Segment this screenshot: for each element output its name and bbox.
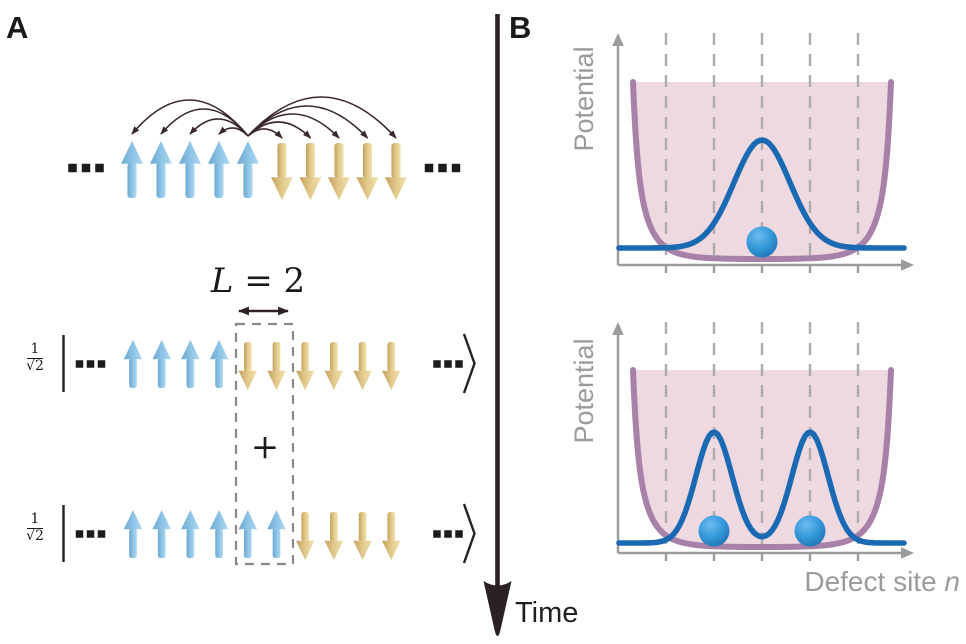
plus-operator: + [250,427,280,467]
defect-site-text: Defect site [804,566,945,597]
y-axis-arrowhead [612,33,624,46]
ellipsis-dot [438,163,447,173]
x-axis-arrowhead [901,259,914,271]
ellipsis-dot [451,163,461,173]
wavefunction-curve [616,137,907,251]
spin-down-arrow [324,342,344,390]
potential-plot [612,322,914,561]
coefficient-one-over-sqrt2: 1 √2 [17,341,53,375]
defect-ball [698,515,730,547]
panel-a-label: A [6,10,29,45]
ellipsis-dot [455,360,463,368]
defect-ball [746,226,778,258]
coupling-arcs [131,96,397,139]
ellipsis-dot [95,163,104,173]
ellipsis-dot [433,360,441,368]
spin-down-arrow [267,342,286,390]
spin-up-arrow [121,141,143,198]
ket-angle-bracket [462,333,476,394]
spin-up-arrow [123,510,143,558]
ket-angle-bracket [462,503,476,564]
spin-up-arrow [150,141,172,198]
potential-axis-label-top: Potential [569,46,599,152]
coupling-arc [218,126,249,137]
spin-down-arrow [353,342,372,390]
spin-up-arrow [237,141,259,198]
spin-down-arrow [295,342,315,390]
spin-up-arrow [208,141,230,198]
spin-up-arrow [152,510,171,558]
ellipsis-dot [86,530,95,538]
spin-up-arrow [209,340,229,388]
ket-state-row [62,503,476,564]
ellipsis-dot [75,360,84,368]
time-arrow-head [483,581,512,636]
coupling-arc [247,96,397,139]
spin-up-arrow [267,510,286,558]
spin-up-arrow [181,340,200,388]
ellipsis-dot [97,360,106,368]
ellipsis-dot [433,530,441,538]
coefficient-denominator: √2 [26,358,44,375]
time-axis-label: Time [515,597,579,629]
spin-down-arrow [295,512,315,560]
spin-up-arrow [238,510,258,558]
ellipsis-dot [97,530,106,538]
spin-down-arrow [328,143,350,200]
ellipsis-dot [444,530,452,538]
domain-wall-length-label: L = 2 [210,261,306,301]
ellipsis-dot [86,360,95,368]
defect-site-variable: n [944,566,960,597]
coefficient-numerator: 1 [26,511,44,530]
coefficient-numerator: 1 [26,341,44,360]
panel-b-label: B [509,10,532,45]
potential-axis-label-bottom: Potential [569,338,599,444]
potential-plot [612,33,914,273]
coefficient-one-over-sqrt2: 1 √2 [17,511,53,545]
coupling-arc [160,108,249,137]
spin-down-arrow [385,143,407,200]
spin-up-arrow [209,510,229,558]
spin-up-arrow [123,340,143,388]
spin-up-arrow [181,510,200,558]
defect-ball [794,515,826,547]
spin-up-arrow [152,340,171,388]
x-axis-arrowhead [901,547,914,559]
ellipsis-dot [68,163,77,173]
potential-well-curve [630,367,894,551]
spin-down-arrow [238,342,258,390]
coupling-arc [247,105,369,139]
y-axis-arrowhead [612,322,624,335]
spin-down-arrow [271,143,293,200]
spin-down-arrow [299,143,322,200]
defect-site-axis-label: Defect site n [790,566,960,598]
ellipsis-dot [424,163,434,173]
spin-down-arrow [324,512,344,560]
ket-state-row [62,333,476,394]
ellipsis-dot [444,360,452,368]
ellipsis-dot [81,163,91,173]
coefficient-denominator: √2 [26,528,44,545]
dashed-selection-box [234,322,295,566]
spin-down-arrow [353,512,372,560]
ellipsis-dot [455,530,463,538]
wavefunction-curve [616,429,907,546]
ellipsis-dot [75,530,84,538]
potential-well-curve [630,79,894,263]
spin-chain [68,141,461,200]
spin-down-arrow [356,143,379,200]
spin-down-arrow [382,342,401,390]
spin-down-arrow [382,512,401,560]
spin-up-arrow [179,141,201,198]
